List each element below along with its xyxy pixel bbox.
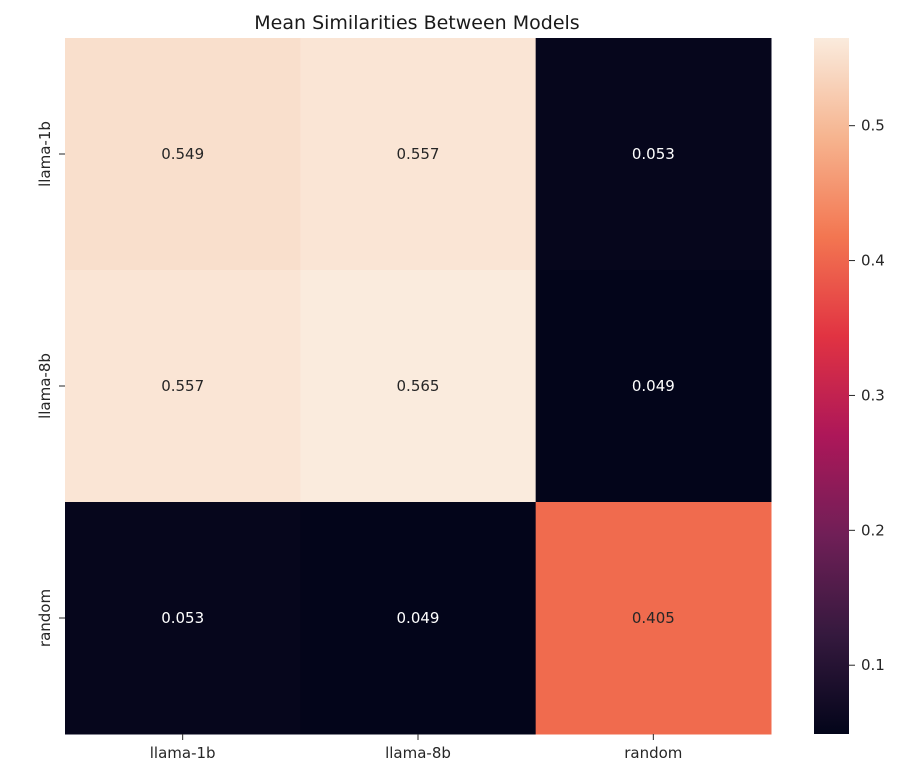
colorbar-ticks: 0.1 0.2 0.3 0.4 0.5 xyxy=(849,117,885,674)
x-axis: llama-1b llama-8b random xyxy=(150,734,682,762)
x-tick-label: random xyxy=(624,744,682,762)
colorbar-tick-label: 0.3 xyxy=(861,386,885,404)
x-tick-label: llama-8b xyxy=(385,744,451,762)
heatmap-cell xyxy=(65,502,301,735)
cell-value-label: 0.405 xyxy=(632,609,675,627)
heatmap-cell-labels: 0.549 0.557 0.053 0.557 0.565 0.049 0.053 0.049… xyxy=(161,145,675,627)
cell-value-label: 0.049 xyxy=(632,377,675,395)
x-tick-label: llama-1b xyxy=(150,744,216,762)
cell-value-label: 0.549 xyxy=(161,145,204,163)
heatmap-cell xyxy=(300,502,537,735)
colorbar-gradient xyxy=(814,38,849,734)
chart-title: Mean Similarities Between Models xyxy=(254,12,579,34)
y-tick-label: llama-8b xyxy=(36,353,54,419)
y-axis: llama-1b llama-8b random xyxy=(36,121,65,647)
colorbar-tick-label: 0.5 xyxy=(861,117,885,135)
colorbar: 0.1 0.2 0.3 0.4 0.5 xyxy=(814,38,885,734)
cell-value-label: 0.557 xyxy=(397,145,440,163)
y-tick-label: random xyxy=(36,589,54,647)
cell-value-label: 0.565 xyxy=(397,377,440,395)
y-tick-label: llama-1b xyxy=(36,121,54,187)
colorbar-tick-label: 0.2 xyxy=(861,521,885,539)
heatmap-cell xyxy=(300,38,537,271)
heatmap-cell xyxy=(535,38,772,271)
cell-value-label: 0.053 xyxy=(161,609,204,627)
cell-value-label: 0.557 xyxy=(161,377,204,395)
cell-value-label: 0.049 xyxy=(397,609,440,627)
cell-value-label: 0.053 xyxy=(632,145,675,163)
heatmap-cell xyxy=(535,270,772,503)
colorbar-tick-label: 0.1 xyxy=(861,656,885,674)
heatmap-cells xyxy=(65,38,772,735)
heatmap-cell xyxy=(65,270,301,503)
colorbar-tick-label: 0.4 xyxy=(861,252,885,270)
heatmap-cell xyxy=(300,270,537,503)
heatmap-cell xyxy=(65,38,301,271)
heatmap-cell xyxy=(535,502,772,735)
